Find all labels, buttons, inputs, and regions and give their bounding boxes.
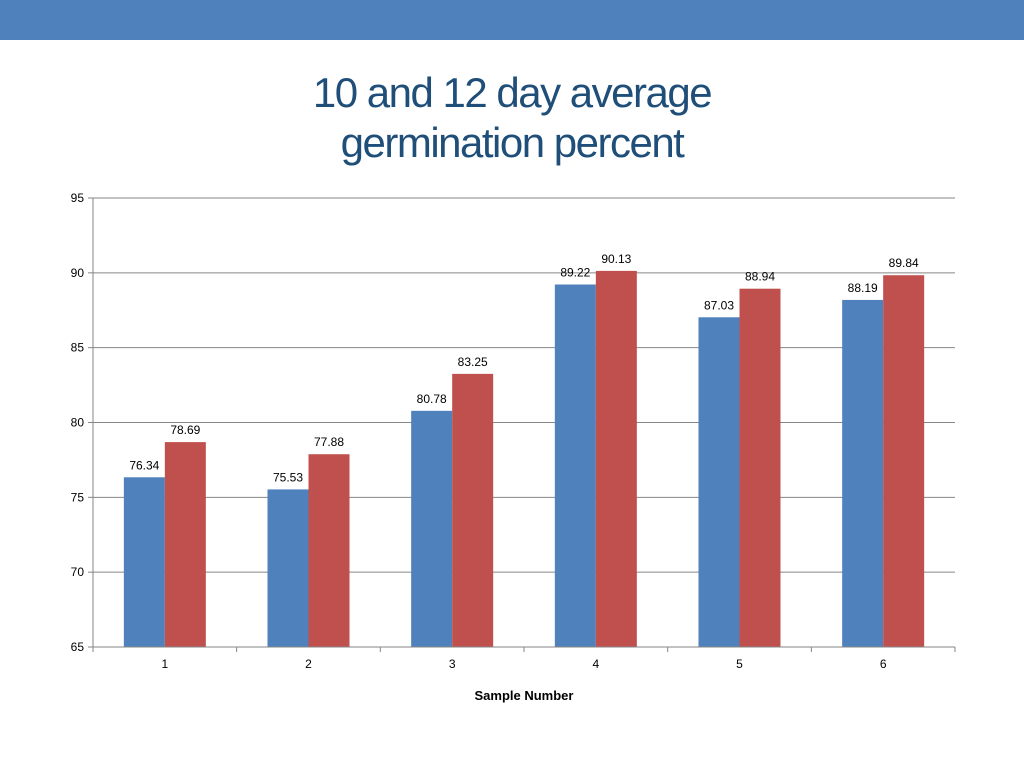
data-label: 90.13: [601, 252, 631, 266]
x-tick-label: 2: [305, 657, 312, 671]
x-tick-label: 4: [592, 657, 599, 671]
x-tick-label: 5: [736, 657, 743, 671]
data-label: 76.34: [129, 458, 159, 472]
data-label: 75.53: [273, 470, 303, 484]
data-label: 80.78: [417, 392, 447, 406]
x-axis-title: Sample Number: [475, 688, 574, 703]
title-line-2: germination percent: [340, 119, 685, 166]
x-tick-label: 6: [880, 657, 887, 671]
data-label: 89.22: [560, 266, 590, 280]
x-tick-label: 3: [449, 657, 456, 671]
bar-series-1-sample-4: [554, 284, 596, 647]
y-tick-label: 70: [71, 565, 85, 579]
data-label: 77.88: [314, 435, 344, 449]
data-label: 88.19: [848, 281, 878, 295]
bar-series-2-sample-4: [595, 270, 637, 647]
slide-title: 10 and 12 day average germination percen…: [0, 68, 1024, 168]
bar-series-1-sample-3: [411, 410, 453, 647]
data-label: 83.25: [458, 355, 488, 369]
y-tick-label: 80: [71, 416, 85, 430]
bar-series-2-sample-6: [883, 275, 925, 647]
y-tick-label: 75: [71, 490, 85, 504]
axes: 65 70 75 80 85 90 95 1 2 3 4 5 6: [71, 191, 956, 671]
y-tick-label: 95: [71, 191, 85, 205]
data-label: 89.84: [889, 256, 919, 270]
bar-series-1-sample-5: [698, 317, 740, 647]
bar-series-1-sample-2: [267, 489, 309, 647]
y-tick-label: 85: [71, 341, 85, 355]
bar-series-1-sample-6: [842, 299, 884, 647]
bar-series-2-sample-3: [452, 373, 494, 647]
y-tick-label: 65: [71, 640, 85, 654]
bar-series-2-sample-1: [164, 442, 206, 647]
top-accent-bar: [0, 0, 1024, 40]
data-label: 88.94: [745, 270, 775, 284]
y-tick-label: 90: [71, 266, 85, 280]
bar-series-2-sample-5: [739, 288, 781, 647]
bar-series-2-sample-2: [308, 454, 350, 647]
data-label: 87.03: [704, 298, 734, 312]
bar-series-1-sample-1: [123, 477, 165, 647]
x-tick-label: 1: [161, 657, 168, 671]
title-line-1: 10 and 12 day average: [312, 69, 713, 116]
bars: [123, 270, 925, 647]
data-label: 78.69: [170, 423, 200, 437]
gridlines: [93, 197, 955, 648]
data-labels: 76.34 78.69 75.53 77.88 80.78 83.25 89.22 90.13…: [129, 252, 919, 485]
